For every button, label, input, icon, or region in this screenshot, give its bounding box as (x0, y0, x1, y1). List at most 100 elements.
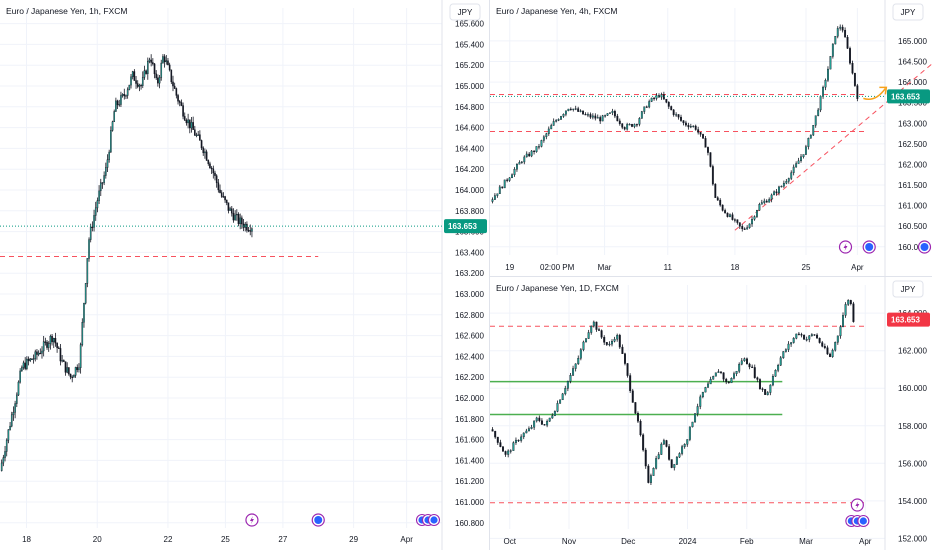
candle-body[interactable] (818, 337, 821, 343)
candle-body[interactable] (692, 125, 695, 128)
candle-body[interactable] (150, 59, 152, 63)
candle-body[interactable] (10, 414, 13, 427)
candle-body[interactable] (609, 112, 611, 114)
candle-body[interactable] (589, 114, 592, 118)
candle-body[interactable] (225, 199, 228, 203)
lightning-event-icon[interactable] (245, 513, 259, 527)
candle-body[interactable] (557, 119, 560, 121)
candle-body[interactable] (787, 343, 790, 350)
candle-body[interactable] (699, 132, 702, 135)
candle-body[interactable] (626, 124, 629, 130)
economic-event-icon[interactable] (917, 240, 932, 254)
candle-body[interactable] (668, 446, 671, 460)
candle-body[interactable] (552, 121, 555, 126)
candle-body[interactable] (673, 464, 676, 468)
candle-body[interactable] (566, 380, 569, 389)
candle-body[interactable] (691, 421, 694, 428)
candle-body[interactable] (247, 230, 250, 232)
candle-body[interactable] (506, 179, 509, 181)
candle-body[interactable] (582, 341, 585, 350)
candle-body[interactable] (101, 182, 104, 184)
candle-body[interactable] (37, 352, 40, 355)
candle-body[interactable] (849, 48, 851, 64)
candle-body[interactable] (604, 115, 607, 117)
candle-body[interactable] (194, 129, 196, 136)
candle-body[interactable] (748, 223, 751, 228)
candle-body[interactable] (579, 110, 582, 112)
candle-body[interactable] (91, 226, 94, 228)
candle-body[interactable] (655, 95, 658, 99)
candle-body[interactable] (613, 338, 616, 342)
candle-body[interactable] (170, 69, 173, 83)
candle-body[interactable] (834, 35, 837, 45)
candle-body[interactable] (842, 315, 844, 328)
candle-body[interactable] (826, 347, 829, 355)
candle-body[interactable] (722, 372, 725, 380)
candle-body[interactable] (774, 370, 777, 377)
candle-body[interactable] (110, 130, 112, 153)
candle-body[interactable] (116, 100, 119, 106)
candle-body[interactable] (717, 371, 720, 373)
candle-body[interactable] (808, 335, 811, 340)
candle-body[interactable] (733, 219, 736, 221)
candle-body[interactable] (599, 117, 602, 122)
candle-body[interactable] (778, 186, 780, 194)
candle-body[interactable] (797, 333, 800, 335)
candle-body[interactable] (543, 424, 546, 426)
candle-body[interactable] (2, 457, 5, 464)
candle-body[interactable] (214, 172, 216, 176)
candle-body[interactable] (22, 362, 25, 368)
candle-body[interactable] (719, 199, 722, 206)
candle-body[interactable] (763, 200, 766, 203)
candle-body[interactable] (800, 156, 802, 162)
candle-body[interactable] (525, 430, 528, 434)
candle-body[interactable] (145, 70, 147, 74)
candle-body[interactable] (839, 26, 842, 29)
candle-body[interactable] (517, 439, 520, 442)
candle-body[interactable] (616, 115, 619, 122)
candle-body[interactable] (694, 413, 697, 423)
candle-body[interactable] (725, 378, 728, 383)
candle-body[interactable] (652, 468, 655, 476)
candle-body[interactable] (645, 106, 648, 108)
candle-body[interactable] (821, 342, 824, 347)
candle-body[interactable] (803, 334, 806, 340)
candle-body[interactable] (810, 334, 813, 336)
candle-body[interactable] (667, 101, 670, 107)
candle-body[interactable] (633, 124, 636, 127)
candle-body[interactable] (729, 214, 731, 217)
currency-box[interactable] (449, 3, 481, 21)
candle-body[interactable] (714, 183, 717, 198)
candle-body[interactable] (680, 116, 682, 121)
candle-body[interactable] (831, 349, 834, 357)
economic-events-group-icon[interactable] (415, 513, 441, 527)
chart-svg[interactable]: 165.000164.500164.000163.500163.000162.5… (490, 0, 932, 276)
candle-body[interactable] (81, 322, 84, 345)
candle-body[interactable] (638, 118, 641, 125)
candle-body[interactable] (592, 321, 595, 327)
candle-body[interactable] (59, 348, 62, 362)
candle-body[interactable] (538, 417, 541, 421)
candle-body[interactable] (564, 388, 567, 395)
candle-body[interactable] (535, 146, 538, 152)
chart-svg[interactable]: 164.000162.000160.000158.000156.000154.0… (490, 277, 932, 550)
candle-body[interactable] (758, 379, 761, 390)
candle-body[interactable] (52, 338, 55, 343)
candle-body[interactable] (27, 358, 30, 361)
candle-body[interactable] (546, 420, 549, 426)
candle-body[interactable] (199, 134, 201, 141)
candle-body[interactable] (677, 114, 680, 118)
candle-body[interactable] (76, 367, 79, 370)
candle-body[interactable] (709, 379, 712, 385)
candle-body[interactable] (711, 166, 714, 185)
candle-body[interactable] (670, 106, 673, 111)
candle-body[interactable] (540, 420, 543, 425)
last-price-badge[interactable]: 163.653 (887, 89, 930, 104)
candle-body[interactable] (555, 120, 558, 122)
candle-body[interactable] (518, 162, 521, 165)
candle-body[interactable] (496, 436, 499, 443)
candle-body[interactable] (246, 223, 248, 231)
candle-body[interactable] (32, 358, 35, 360)
candle-body[interactable] (192, 122, 194, 130)
candle-body[interactable] (785, 180, 788, 184)
